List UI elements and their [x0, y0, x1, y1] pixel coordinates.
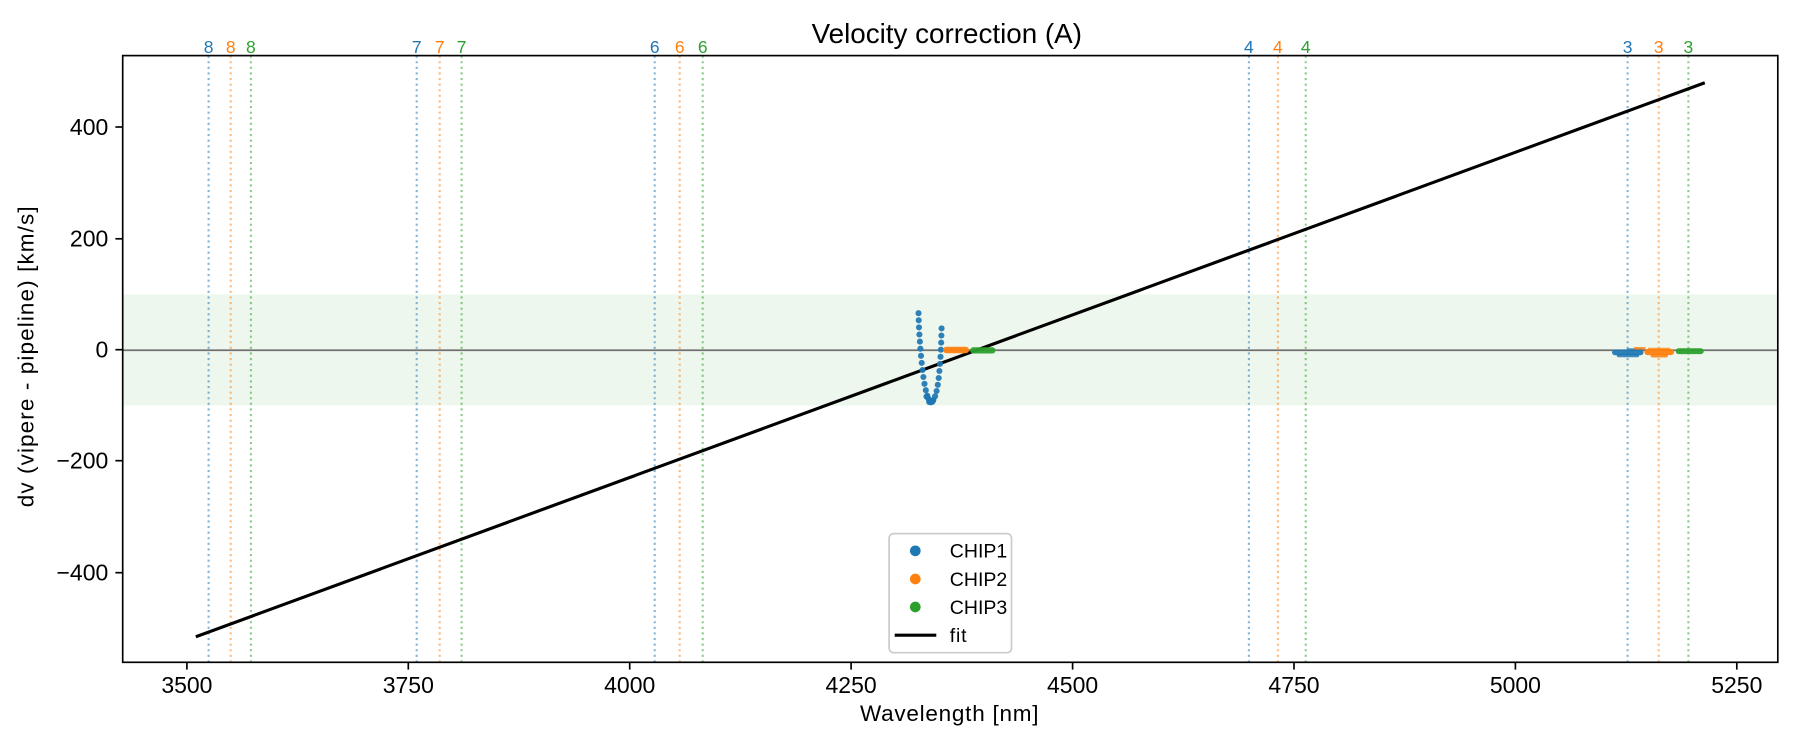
svg-text:5000: 5000: [1490, 672, 1541, 698]
svg-text:4750: 4750: [1268, 672, 1319, 698]
svg-text:8: 8: [226, 37, 236, 57]
svg-text:8: 8: [204, 37, 214, 57]
svg-text:4250: 4250: [826, 672, 877, 698]
svg-text:fit: fit: [950, 625, 968, 647]
svg-text:−400: −400: [56, 560, 108, 586]
svg-text:CHIP1: CHIP1: [950, 541, 1007, 563]
svg-text:3: 3: [1684, 37, 1694, 57]
svg-text:7: 7: [457, 37, 467, 57]
svg-text:4500: 4500: [1047, 672, 1098, 698]
svg-text:Wavelength [nm]: Wavelength [nm]: [860, 701, 1039, 726]
svg-text:8: 8: [246, 37, 256, 57]
svg-text:6: 6: [698, 37, 708, 57]
svg-text:dv (vipere - pipeline) [km/s]: dv (vipere - pipeline) [km/s]: [14, 205, 39, 507]
svg-text:3: 3: [1623, 37, 1633, 57]
svg-text:3500: 3500: [161, 672, 212, 698]
svg-text:400: 400: [70, 114, 108, 140]
svg-text:3750: 3750: [383, 672, 434, 698]
svg-text:CHIP3: CHIP3: [950, 597, 1007, 619]
svg-text:4: 4: [1301, 37, 1311, 57]
svg-text:6: 6: [675, 37, 685, 57]
svg-text:0: 0: [96, 337, 109, 363]
svg-text:7: 7: [412, 37, 422, 57]
svg-text:CHIP2: CHIP2: [950, 569, 1007, 591]
svg-text:200: 200: [70, 226, 108, 252]
svg-text:−200: −200: [56, 448, 108, 474]
svg-text:4000: 4000: [604, 672, 655, 698]
svg-text:4: 4: [1273, 37, 1283, 57]
svg-text:7: 7: [435, 37, 445, 57]
svg-text:5250: 5250: [1711, 672, 1762, 698]
svg-text:Velocity correction (A): Velocity correction (A): [812, 18, 1082, 49]
svg-text:6: 6: [650, 37, 660, 57]
svg-text:3: 3: [1654, 37, 1664, 57]
svg-text:4: 4: [1244, 37, 1254, 57]
